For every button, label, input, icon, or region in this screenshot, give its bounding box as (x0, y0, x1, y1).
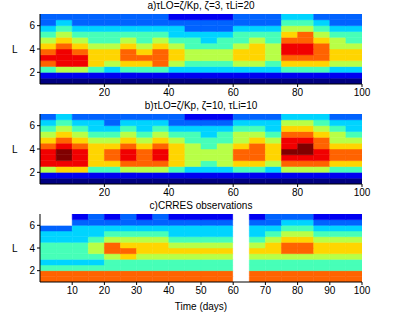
svg-text:L: L (12, 44, 18, 55)
svg-text:10: 10 (67, 285, 79, 296)
svg-text:6: 6 (29, 20, 35, 31)
svg-text:80: 80 (292, 87, 304, 98)
svg-text:80: 80 (292, 285, 304, 296)
svg-text:20: 20 (99, 285, 111, 296)
html-text:b)τLO=ζ/Kp, ζ=10, τLi=10: b)τLO=ζ/Kp, ζ=10, τLi=10 (144, 100, 258, 111)
svg-text:20: 20 (99, 187, 111, 198)
svg-text:2: 2 (29, 67, 35, 78)
svg-text:50: 50 (195, 285, 207, 296)
svg-text:L: L (12, 243, 18, 254)
html-text:a)τLO=ζ/Kp, ζ=3, τLi=20: a)τLO=ζ/Kp, ζ=3, τLi=20 (147, 0, 255, 11)
svg-text:20: 20 (99, 87, 111, 98)
svg-text:Time (days): Time (days) (175, 301, 227, 312)
svg-text:60: 60 (228, 187, 240, 198)
svg-text:6: 6 (29, 220, 35, 231)
svg-text:60: 60 (228, 87, 240, 98)
svg-text:100: 100 (354, 87, 371, 98)
svg-text:2: 2 (29, 167, 35, 178)
svg-text:40: 40 (163, 87, 175, 98)
svg-text:4: 4 (29, 243, 35, 254)
svg-text:40: 40 (163, 285, 175, 296)
svg-text:L: L (12, 144, 18, 155)
svg-text:4: 4 (29, 144, 35, 155)
svg-text:100: 100 (354, 187, 371, 198)
svg-text:70: 70 (260, 285, 272, 296)
svg-text:90: 90 (324, 285, 336, 296)
svg-text:6: 6 (29, 120, 35, 131)
svg-text:4: 4 (29, 44, 35, 55)
svg-text:100: 100 (354, 285, 371, 296)
svg-text:60: 60 (228, 285, 240, 296)
svg-text:80: 80 (292, 187, 304, 198)
svg-text:40: 40 (163, 187, 175, 198)
html-text:c)CRRES observations: c)CRRES observations (149, 200, 253, 211)
svg-text:30: 30 (131, 285, 143, 296)
svg-text:2: 2 (29, 265, 35, 276)
